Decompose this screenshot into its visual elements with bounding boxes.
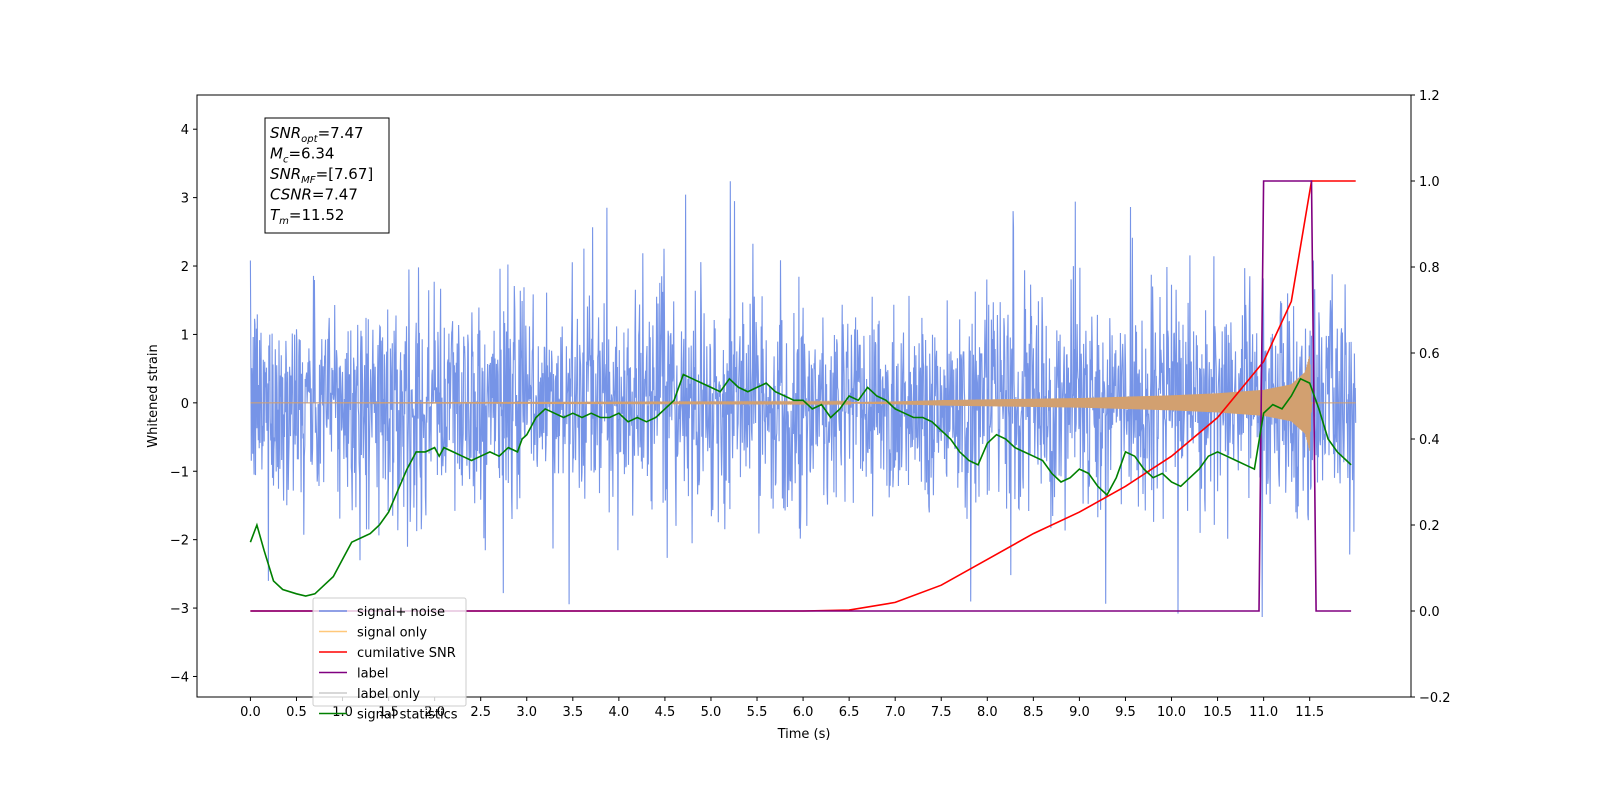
x-tick-label: 9.5 xyxy=(1115,705,1136,720)
y2-tick-label: −0.2 xyxy=(1419,691,1451,706)
legend-label: cumilative SNR xyxy=(357,646,456,661)
stats-line: SNRopt=7.47 xyxy=(270,124,364,145)
legend-frame xyxy=(312,597,467,707)
y-tick-label: 1 xyxy=(181,328,189,343)
x-tick-label: 2.0 xyxy=(424,705,445,720)
stats-line: SNRMF=[7.67] xyxy=(270,165,373,186)
x-tick-label: 1.0 xyxy=(332,705,353,720)
y2-tick-label: 0.2 xyxy=(1419,519,1440,534)
x-tick-label: 1.5 xyxy=(378,705,399,720)
x-tick-label: 3.0 xyxy=(516,705,537,720)
legend-label: signal only xyxy=(357,626,427,641)
plot-frame xyxy=(196,94,1412,698)
x-tick-label: 9.0 xyxy=(1069,705,1090,720)
x-tick-label: 5.0 xyxy=(701,705,722,720)
x-tick-label: 8.5 xyxy=(1023,705,1044,720)
y-tick-label: −3 xyxy=(170,602,189,617)
x-tick-label: 7.0 xyxy=(885,705,906,720)
legend-label: label xyxy=(357,667,388,682)
label-line xyxy=(250,180,1352,612)
stats-line: Mc=6.34 xyxy=(270,145,334,166)
x-tick-label: 3.5 xyxy=(562,705,583,720)
x-axis-label: Time (s) xyxy=(777,727,831,742)
y-axis-label: Whitened strain xyxy=(146,344,161,447)
signal-noise-line xyxy=(249,181,1357,618)
x-tick-label: 6.0 xyxy=(793,705,814,720)
x-tick-label: 6.5 xyxy=(839,705,860,720)
cumulative-snr-line xyxy=(250,180,1356,612)
x-tick-label: 10.0 xyxy=(1157,705,1186,720)
y-tick-label: 0 xyxy=(181,397,189,412)
x-tick-label: 2.5 xyxy=(470,705,491,720)
x-tick-label: 5.5 xyxy=(747,705,768,720)
legend-label: label only xyxy=(357,687,420,702)
axes: 0.0 0.5 1.0 1.5 2.0 2.5 3.0 3.5 4.0 4.5 5.0 5.5 6.0 6… xyxy=(170,89,1451,720)
signal-noise-series xyxy=(249,181,1357,618)
legend: signal+ noise signal only cumilative SNR la… xyxy=(312,597,467,723)
x-tick-label: 0.0 xyxy=(240,705,261,720)
signal-only-series xyxy=(250,356,1356,451)
stats-line: CSNR=7.47 xyxy=(270,186,358,204)
x-tick-label: 4.5 xyxy=(655,705,676,720)
y2-tick-label: 0.4 xyxy=(1419,433,1440,448)
x-tick-label: 11.5 xyxy=(1295,705,1324,720)
x-tick-label: 11.0 xyxy=(1249,705,1278,720)
y2-tick-label: 1.0 xyxy=(1419,175,1440,190)
right-axis-series xyxy=(249,180,1356,612)
legend-label: signal+ noise xyxy=(357,605,445,620)
y2-tick-label: 0.0 xyxy=(1419,605,1440,620)
x-tick-label: 4.0 xyxy=(609,705,630,720)
stats-line: Tm=11.52 xyxy=(270,206,344,227)
x-tick-label: 10.5 xyxy=(1203,705,1232,720)
y-tick-label: 2 xyxy=(181,260,189,275)
stats-box-frame xyxy=(264,117,390,234)
signal-statistics-line xyxy=(249,373,1352,597)
y-tick-label: −1 xyxy=(170,465,189,480)
x-tick-label: 0.5 xyxy=(286,705,307,720)
signal-only-line xyxy=(250,356,1356,451)
y2-tick-label: 0.8 xyxy=(1419,261,1440,276)
y-tick-label: 3 xyxy=(181,192,189,207)
y-tick-label: −2 xyxy=(170,534,189,549)
y-tick-label: 4 xyxy=(181,123,189,138)
legend-label: signal statistics xyxy=(357,708,458,723)
y2-tick-label: 0.6 xyxy=(1419,347,1440,362)
x-tick-label: 7.5 xyxy=(931,705,952,720)
y-tick-label: −4 xyxy=(170,670,189,685)
x-tick-label: 8.0 xyxy=(977,705,998,720)
y2-tick-label: 1.2 xyxy=(1419,89,1440,104)
